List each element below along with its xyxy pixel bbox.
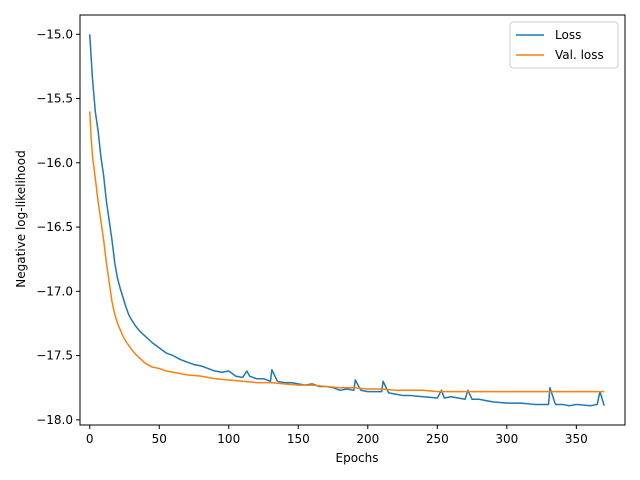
y-tick-label: −15.0 xyxy=(36,27,73,41)
x-tick-label: 50 xyxy=(152,432,167,446)
legend-box xyxy=(509,21,619,69)
x-tick-label: 0 xyxy=(86,432,94,446)
x-tick-label: 200 xyxy=(356,432,379,446)
legend-label: Val. loss xyxy=(555,48,604,62)
x-tick-label: 300 xyxy=(495,432,518,446)
y-tick-label: −18.0 xyxy=(36,413,73,427)
plot-area-frame xyxy=(79,14,626,426)
x-tick-label: 350 xyxy=(565,432,588,446)
y-tick-label: −17.0 xyxy=(36,284,73,298)
legend: Loss Val. loss xyxy=(509,21,619,69)
x-axis-ticks: 0 50 100 150 200 250 300 350 xyxy=(86,425,588,446)
y-axis-ticks: −15.0 −15.5 −16.0 −16.5 −17.0 −17.5 −18.0 xyxy=(36,27,80,427)
x-tick-label: 100 xyxy=(217,432,240,446)
x-tick-label: 250 xyxy=(426,432,449,446)
y-tick-label: −15.5 xyxy=(36,92,73,106)
x-axis-label: Epochs xyxy=(336,451,379,465)
y-tick-label: −17.5 xyxy=(36,349,73,363)
y-axis-label: Negative log-likelihood xyxy=(14,150,28,287)
y-tick-label: −16.5 xyxy=(36,220,73,234)
x-tick-label: 150 xyxy=(287,432,310,446)
y-tick-label: −16.0 xyxy=(36,156,73,170)
series-line-val-loss xyxy=(88,111,605,393)
legend-label: Loss xyxy=(555,28,581,42)
